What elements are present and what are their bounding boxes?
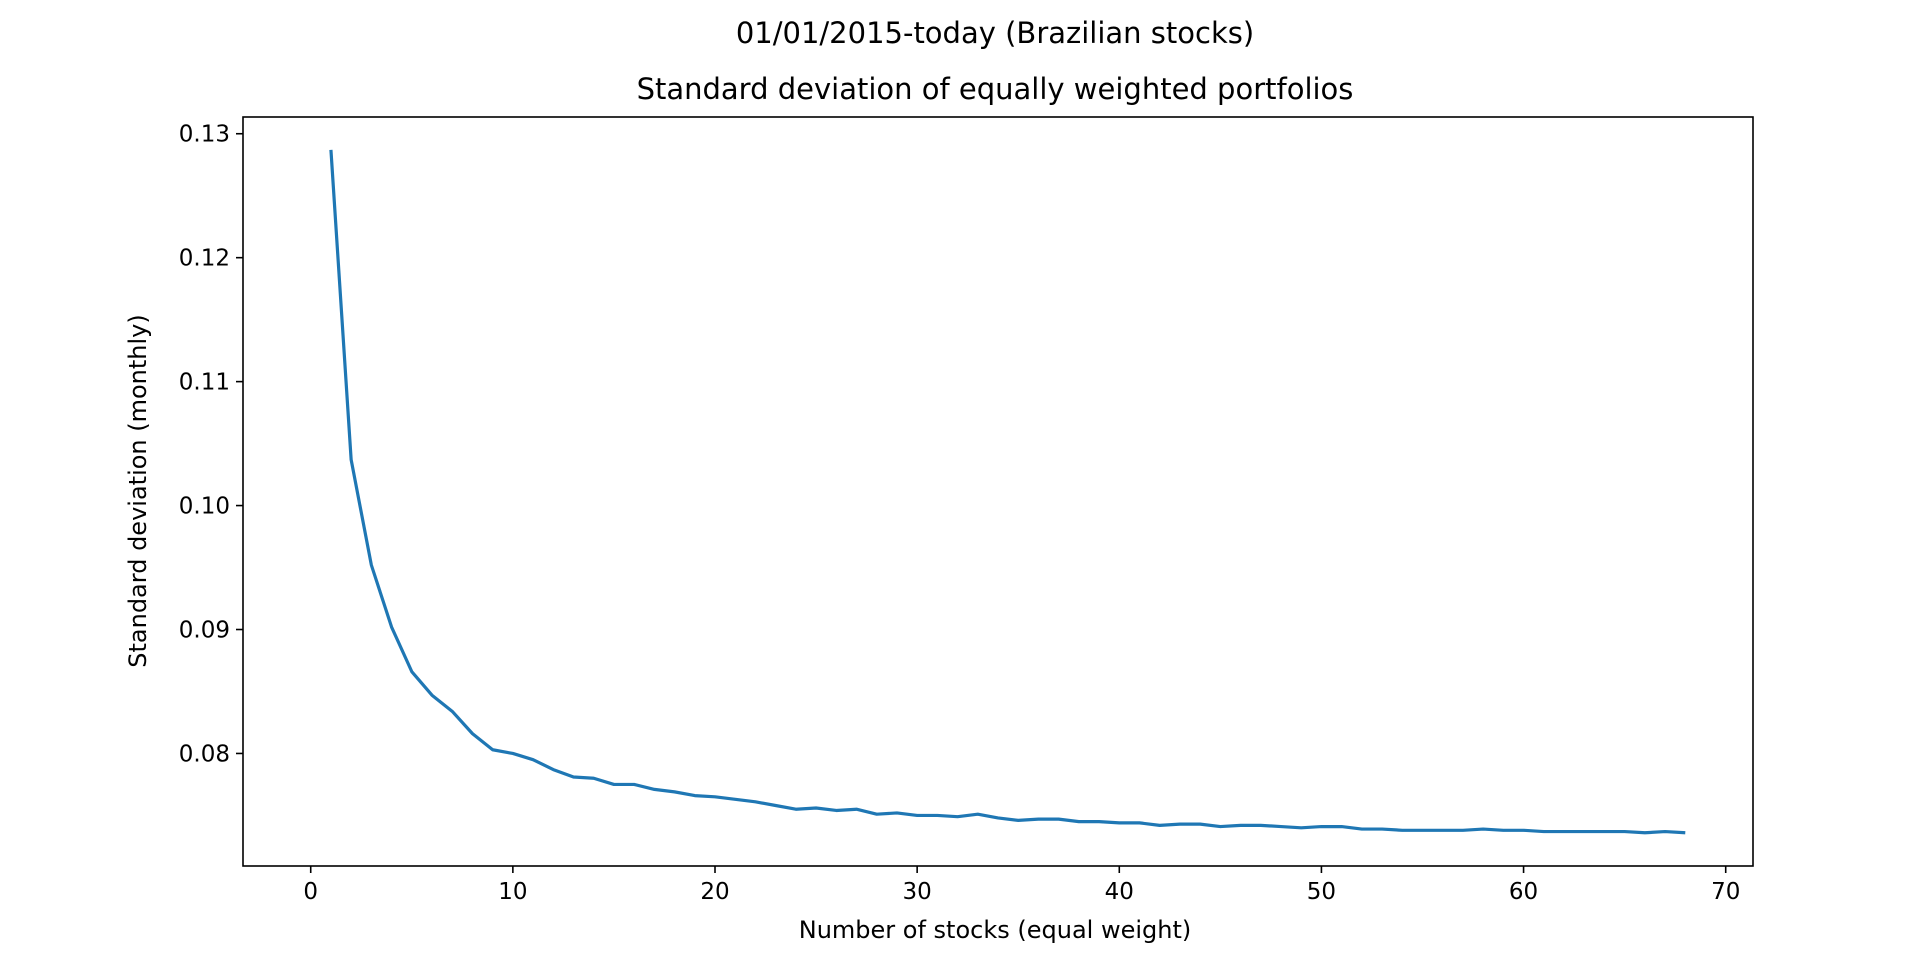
x-tick-label: 70	[1711, 879, 1740, 905]
series-line	[329, 149, 1686, 835]
y-tick-label: 0.09	[179, 618, 230, 644]
y-tick-label: 0.11	[179, 370, 230, 396]
chart-title: Standard deviation of equally weighted p…	[637, 72, 1354, 106]
x-tick-label: 60	[1509, 879, 1538, 905]
x-tick-label: 20	[700, 879, 729, 905]
y-tick-label: 0.13	[179, 122, 230, 148]
plot-area: 0 10 20 30 40 50 60 70 0.08 0.09 0.10 0.11 0.12 0.13	[179, 116, 1754, 905]
x-tick-label: 40	[1105, 879, 1134, 905]
plot-frame	[242, 116, 1754, 867]
x-tick-label: 0	[303, 879, 318, 905]
x-tick-label: 10	[498, 879, 527, 905]
x-tick-label: 50	[1307, 879, 1336, 905]
x-tick-label: 30	[903, 879, 932, 905]
y-tick-label: 0.12	[179, 246, 230, 272]
x-axis-label: Number of stocks (equal weight)	[799, 916, 1191, 944]
y-tick-label: 0.08	[179, 741, 230, 767]
y-axis-label: Standard deviation (monthly)	[124, 314, 152, 667]
chart-suptitle: 01/01/2015-today (Brazilian stocks)	[736, 16, 1254, 50]
y-tick-label: 0.10	[179, 494, 230, 520]
